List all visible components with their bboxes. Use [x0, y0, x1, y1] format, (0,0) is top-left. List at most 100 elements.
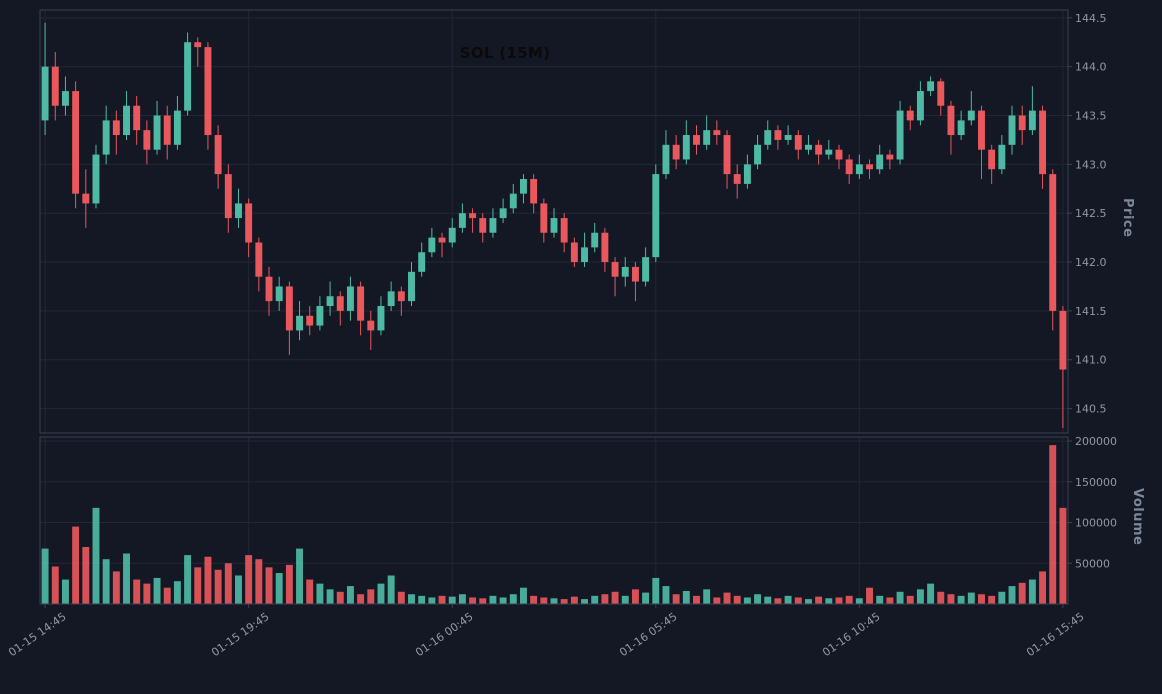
volume-bar [438, 595, 446, 604]
volume-bar [601, 594, 609, 604]
volume-bar [581, 599, 588, 604]
candle-body [1028, 110, 1036, 131]
candle-body [845, 159, 853, 175]
candle-body [672, 144, 680, 160]
volume-bar [336, 591, 344, 604]
volume-bar [499, 597, 507, 604]
volume-bar [560, 599, 568, 604]
candle-body [662, 144, 670, 175]
candle-body [326, 296, 334, 307]
candle-body [469, 213, 477, 219]
candle-body [978, 110, 985, 150]
volume-bar [1039, 571, 1047, 604]
volume-bar [723, 592, 731, 604]
candle-body [367, 320, 375, 331]
volume-bar [418, 595, 426, 604]
candle-body [112, 120, 120, 136]
volume-bar [876, 595, 884, 604]
volume-bar [275, 573, 283, 604]
candle-body [102, 120, 110, 155]
volume-bar [784, 595, 792, 604]
candle-body [937, 81, 945, 106]
volume-tick-label: 150000 [1075, 476, 1117, 489]
volume-bar [1008, 586, 1016, 604]
candle-body [540, 203, 548, 233]
candle-body [652, 174, 660, 258]
volume-bar [937, 591, 945, 604]
volume-bar [224, 563, 232, 604]
volume-bar [184, 555, 192, 604]
candle-body [530, 179, 538, 204]
volume-bar [458, 594, 466, 604]
candle-body [397, 291, 405, 302]
candle-body [713, 130, 721, 136]
candle-body [479, 218, 487, 233]
volume-axis-label: Volume [1130, 488, 1145, 546]
candle-body [509, 193, 517, 209]
price-tick-label: 142.0 [1075, 256, 1107, 269]
volume-bar [774, 598, 782, 604]
volume-bar [947, 594, 955, 604]
volume-bar [61, 579, 69, 604]
candle-body [51, 66, 59, 106]
volume-bar [428, 597, 436, 604]
candle-body [784, 135, 792, 140]
candle-body [754, 144, 762, 165]
candle-body [631, 266, 639, 282]
chart-title: SOL (15M) [459, 44, 551, 62]
candle-body [92, 154, 100, 204]
volume-bar [1018, 582, 1026, 604]
volume-bar [1059, 507, 1067, 604]
volume-bar [346, 586, 354, 604]
candle-body [133, 105, 141, 131]
price-tick-label: 140.5 [1075, 403, 1107, 416]
volume-bar [733, 595, 741, 604]
volume-bar [92, 507, 100, 604]
candle-body [428, 237, 436, 253]
volume-bar [682, 590, 690, 604]
candle-body [642, 257, 650, 282]
candle-body [835, 149, 843, 160]
volume-bar [194, 567, 202, 604]
candle-body [72, 91, 80, 194]
volume-bar [550, 598, 558, 604]
volume-bar [540, 597, 548, 604]
volume-bar [377, 583, 385, 604]
volume-bar [530, 595, 538, 604]
price-tick-label: 141.0 [1075, 354, 1107, 367]
candle-body [255, 242, 263, 277]
candle-body [906, 110, 914, 121]
volume-bar [743, 597, 751, 604]
candle-body [296, 315, 304, 331]
candle-body [41, 66, 49, 121]
candle-body [825, 149, 833, 155]
volume-bar [957, 595, 965, 604]
candle-body [458, 213, 466, 228]
candle-body [285, 286, 293, 331]
candle-body [61, 91, 69, 106]
volume-bar [235, 575, 242, 604]
volume-bar [133, 579, 141, 604]
volume-tick-label: 100000 [1075, 517, 1117, 530]
candle-body [204, 47, 212, 136]
candle-body [876, 154, 884, 170]
candle-body [265, 276, 273, 302]
volume-bar [326, 589, 334, 604]
candle-body [581, 247, 588, 263]
volume-bar [866, 587, 873, 604]
volume-bar [72, 526, 80, 604]
volume-bar [387, 575, 395, 604]
volume-bar [51, 566, 59, 604]
volume-bar [672, 594, 680, 604]
candle-body [794, 135, 802, 150]
volume-bar [173, 581, 181, 604]
volume-bar [794, 597, 802, 604]
volume-bar [906, 595, 914, 604]
candle-body [682, 135, 690, 160]
candle-body [855, 164, 863, 175]
volume-bar [815, 596, 823, 604]
volume-bar [754, 594, 762, 604]
candle-body [967, 110, 975, 121]
volume-bar [662, 586, 670, 604]
volume-bar [285, 564, 293, 604]
